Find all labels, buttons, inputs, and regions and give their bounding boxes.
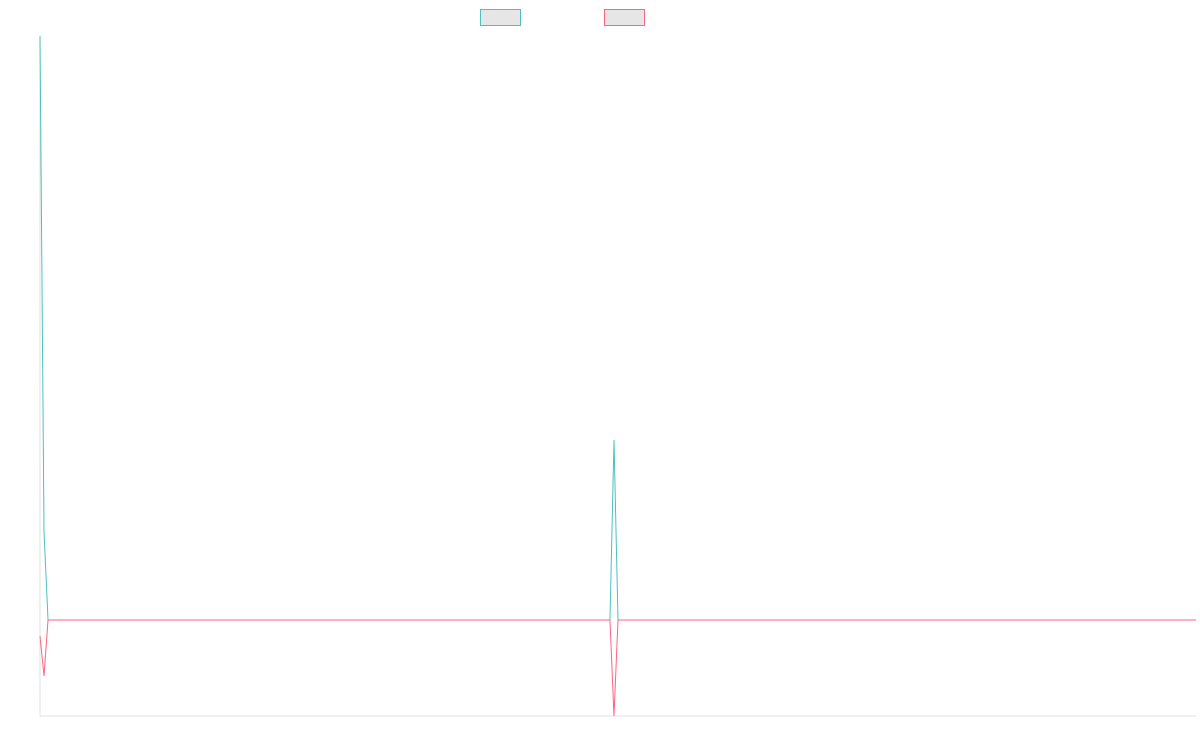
legend-swatch-1 — [480, 9, 521, 26]
series-line-1 — [39, 35, 1196, 621]
series-layer — [39, 35, 1196, 717]
series-line-2 — [39, 619, 1196, 717]
legend — [480, 9, 645, 26]
axes — [39, 36, 1196, 717]
legend-item-1[interactable] — [480, 9, 521, 26]
legend-item-2[interactable] — [604, 9, 645, 26]
legend-swatch-2 — [604, 9, 645, 26]
